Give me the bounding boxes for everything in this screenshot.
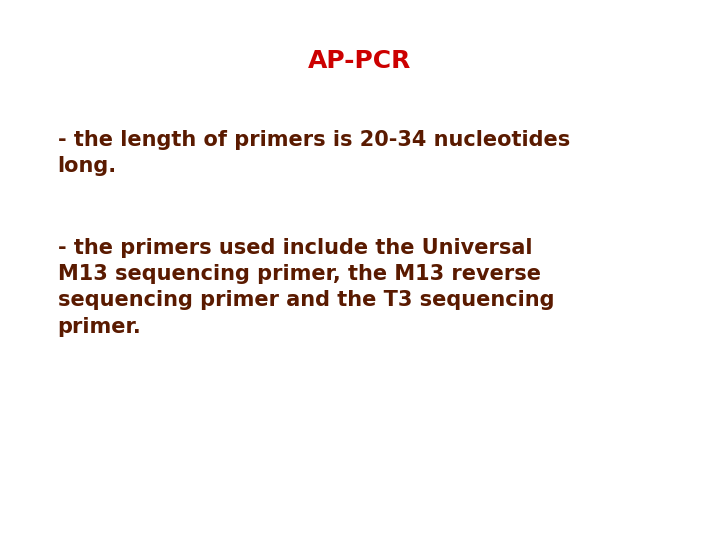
Text: - the primers used include the Universal
M13 sequencing primer, the M13 reverse
: - the primers used include the Universal… <box>58 238 554 337</box>
Text: - the length of primers is 20-34 nucleotides
long.: - the length of primers is 20-34 nucleot… <box>58 130 570 176</box>
Text: AP-PCR: AP-PCR <box>308 49 412 72</box>
